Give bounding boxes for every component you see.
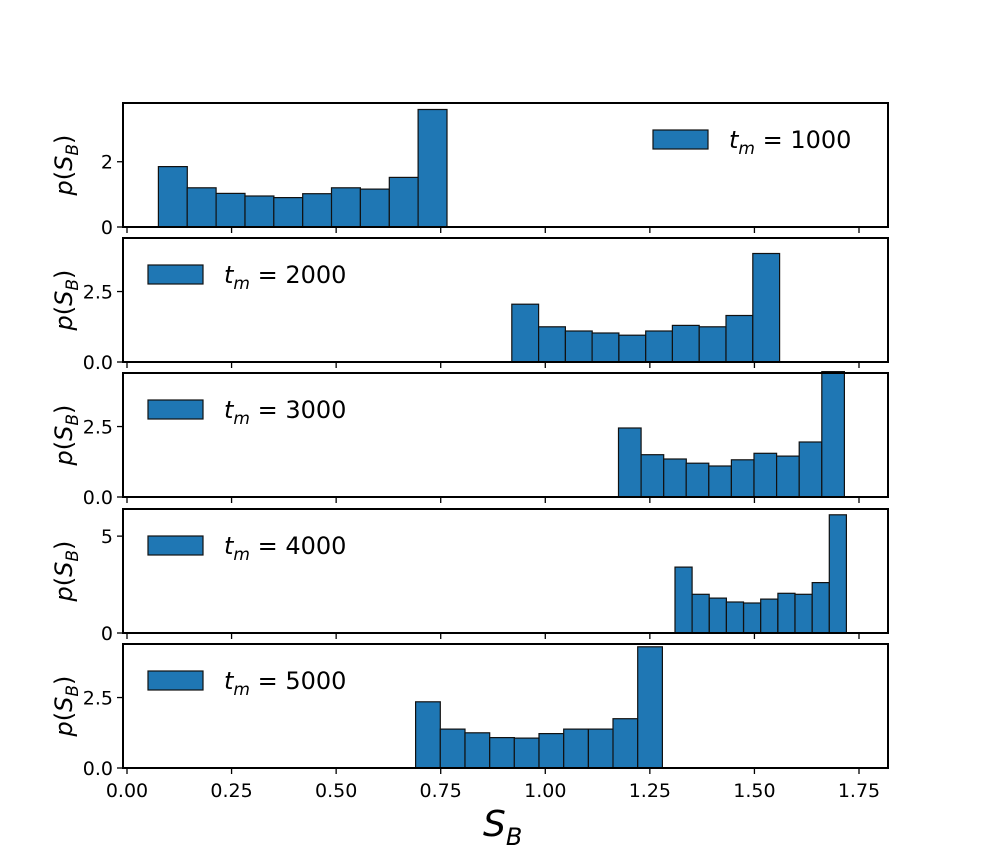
histogram-bar [775, 455, 800, 498]
histogram-bar [359, 188, 390, 228]
histogram-bar [698, 326, 727, 363]
panel-4: 0 5 p(SB) tm = 4000 [50, 508, 889, 645]
histogram-bar [513, 737, 540, 769]
histogram-bar [725, 314, 754, 363]
histogram-bar [637, 646, 664, 769]
x-tick-label: 0.25 [210, 780, 252, 802]
y-axis-label: p(SB) [50, 270, 83, 332]
y-tick-label: 2 [101, 152, 113, 174]
panel-frame [122, 102, 889, 228]
y-axis-label: p(SB) [50, 405, 83, 467]
histogram-bar [388, 176, 419, 228]
histogram-bar [563, 728, 590, 769]
histogram-bar [591, 332, 620, 363]
y-tick-label: 2.5 [83, 417, 113, 439]
histogram-bar [417, 108, 448, 228]
histogram-bar [564, 330, 593, 363]
histogram-bar [186, 187, 217, 228]
y-tick-label: 2.5 [83, 688, 113, 710]
y-tick-label: 2.5 [83, 282, 113, 304]
panel-2: 0.0 2.5p(SB) tm = 2000 [50, 237, 889, 374]
panel-frame [122, 508, 889, 634]
histogram-bar [821, 371, 845, 498]
histogram-bar [725, 601, 745, 634]
x-tick-label: 0.50 [315, 780, 357, 802]
y-tick-label: 0 [101, 217, 113, 239]
histogram-bar [811, 581, 830, 634]
x-axis-label: SB [483, 804, 522, 851]
legend-swatch [147, 535, 204, 556]
panel-1: 0 2 p(SB) tm = 1000 [50, 102, 889, 239]
histogram-bar [273, 197, 304, 228]
histogram-bar [777, 592, 796, 634]
panel-5: 0.0 2.5p(SB) tm = 5000 [50, 643, 889, 780]
histogram-bar [157, 166, 188, 228]
x-tick-label: 0.75 [420, 780, 462, 802]
histogram-bar [215, 192, 246, 228]
histogram-bar [691, 593, 710, 634]
legend-swatch [652, 129, 709, 150]
y-tick-label: 0.0 [83, 487, 113, 509]
histogram-bar [685, 462, 710, 498]
y-axis-label: p(SB) [50, 541, 83, 603]
histogram-bar [302, 193, 333, 228]
x-tick-label: 1.50 [733, 780, 775, 802]
y-tick-label: 0.0 [83, 758, 113, 780]
histogram-bar [794, 593, 813, 634]
x-tick-label: 1.75 [838, 780, 880, 802]
histogram-bar [640, 454, 665, 498]
histogram-bar [645, 330, 674, 363]
histogram-bar [537, 326, 566, 363]
histogram-bar [708, 465, 732, 498]
panel-frame [122, 372, 889, 498]
histogram-bar [828, 514, 847, 634]
histogram-bar [511, 303, 540, 363]
legend-label: tm = 1000 [729, 126, 851, 159]
histogram-bar [798, 441, 823, 498]
panel-3: 0.0 2.5p(SB) tm = 3000 [50, 371, 889, 509]
histogram-bar [742, 602, 762, 634]
histogram-bar [708, 597, 727, 634]
y-tick-label: 5 [101, 526, 113, 548]
x-tick-label: 1.25 [629, 780, 671, 802]
histogram-bar [330, 187, 361, 228]
legend-swatch [147, 264, 204, 285]
legend-label: tm = 2000 [224, 261, 346, 294]
histogram-bar [587, 728, 614, 769]
x-tick-label: 1.00 [524, 780, 566, 802]
y-axis-label: p(SB) [50, 135, 83, 197]
histogram-bar [760, 598, 779, 634]
histogram-bar [415, 701, 441, 769]
histogram-bar [244, 195, 275, 228]
histogram-bar [439, 728, 466, 769]
histogram-bar [538, 732, 565, 769]
histogram-bar [618, 334, 647, 363]
histogram-bar [671, 324, 700, 363]
y-tick-label: 0.0 [83, 352, 113, 374]
x-tick-label: 0.00 [106, 780, 148, 802]
histogram-bar [663, 458, 687, 498]
histogram-bar [489, 736, 516, 769]
histogram-bar [617, 427, 642, 498]
legend-label: tm = 3000 [224, 396, 346, 429]
panel-frame [122, 643, 889, 769]
y-tick-label: 0 [101, 623, 113, 645]
legend-swatch [147, 670, 204, 691]
histogram-bar [752, 252, 781, 363]
legend-label: tm = 5000 [224, 667, 346, 700]
histogram-bar [730, 459, 755, 498]
histogram-bar [464, 732, 491, 769]
histogram-bar [674, 566, 693, 634]
histogram-bar [612, 718, 639, 769]
histogram-bar [753, 452, 778, 498]
legend-label: tm = 4000 [224, 532, 346, 565]
panel-frame [122, 237, 889, 363]
legend-swatch [147, 399, 204, 420]
y-axis-label: p(SB) [50, 676, 83, 738]
